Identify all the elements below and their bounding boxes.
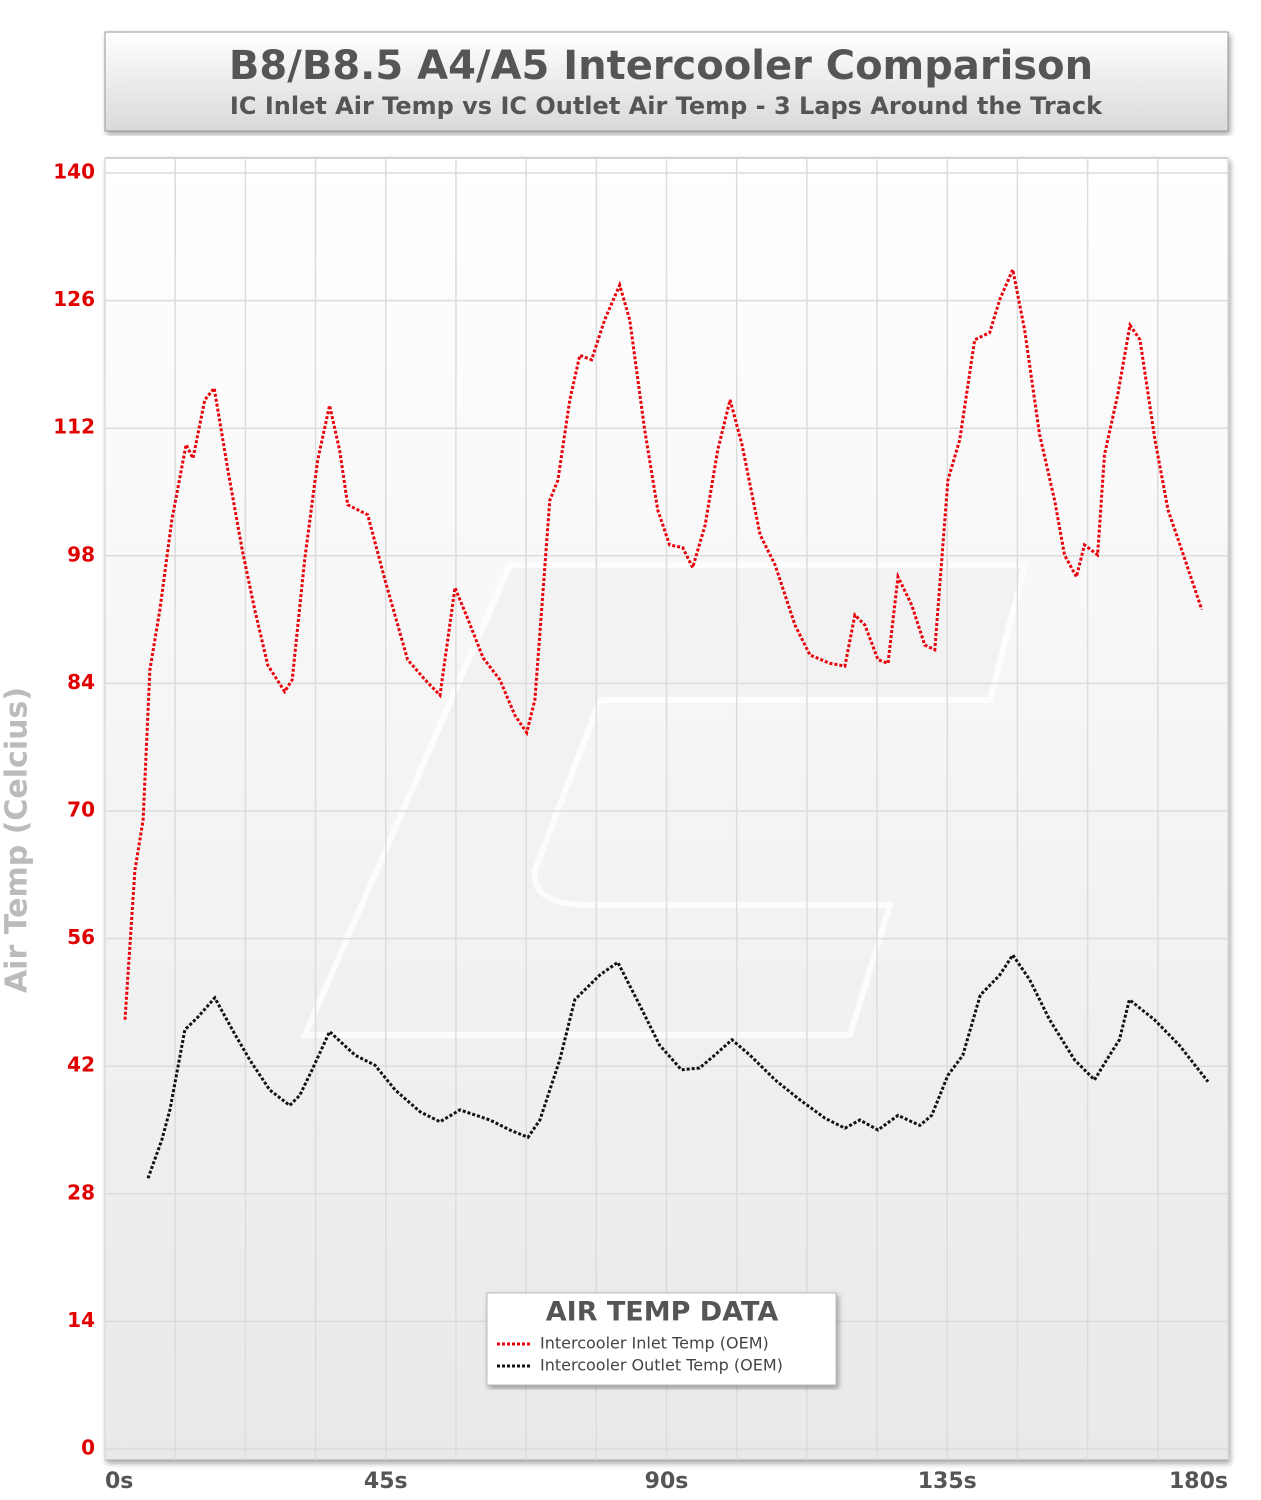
legend-title: AIR TEMP DATA <box>546 1297 779 1328</box>
y-tick-label: 56 <box>67 925 95 949</box>
title-box <box>104 31 1229 132</box>
x-tick-label: 180s <box>1169 1469 1228 1494</box>
x-tick-label: 0s <box>105 1469 133 1494</box>
y-tick-label: 70 <box>67 798 95 822</box>
x-tick-label: 135s <box>918 1469 977 1494</box>
y-tick-label: 28 <box>67 1180 95 1204</box>
y-tick-label: 140 <box>53 160 95 184</box>
legend-box <box>486 1292 837 1386</box>
legend-label: Intercooler Inlet Temp (OEM) <box>540 1334 769 1353</box>
y-tick-label: 14 <box>67 1308 95 1332</box>
y-tick-label: 112 <box>53 415 95 439</box>
data-line <box>146 952 1210 1179</box>
y-axis-label: Air Temp (Celcius) <box>0 687 35 993</box>
watermark <box>300 562 1029 1038</box>
chart-subtitle: IC Inlet Air Temp vs IC Outlet Air Temp … <box>230 92 1103 120</box>
x-tick-label: 45s <box>364 1469 408 1494</box>
y-tick-label: 126 <box>53 287 95 311</box>
y-tick-label: 0 <box>81 1436 95 1460</box>
y-tick-label: 98 <box>67 542 95 566</box>
chart-title: B8/B8.5 A4/A5 Intercooler Comparison <box>229 43 1093 89</box>
y-tick-label: 42 <box>67 1053 95 1077</box>
legend-label: Intercooler Outlet Temp (OEM) <box>540 1356 783 1375</box>
y-tick-label: 84 <box>67 670 95 694</box>
x-tick-label: 90s <box>645 1469 689 1494</box>
data-line <box>123 264 1204 1020</box>
